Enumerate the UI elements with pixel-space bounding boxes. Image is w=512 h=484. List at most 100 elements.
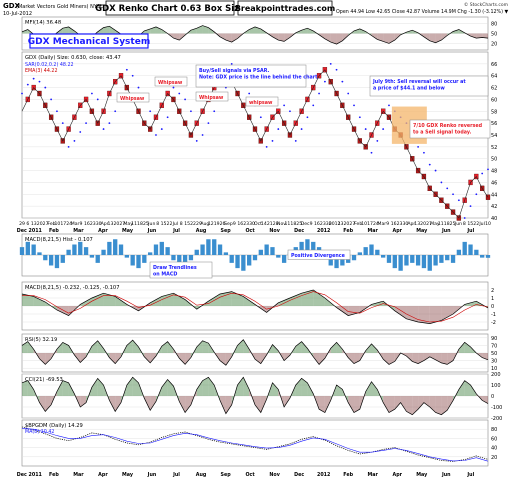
- price-x-tick-label: 23: [90, 221, 96, 227]
- psar-dot: [376, 140, 379, 142]
- psar-dot: [388, 104, 390, 107]
- psar-dot: [265, 145, 268, 148]
- bottom-month-label: Nov: [269, 472, 280, 478]
- mfi-fill: [62, 26, 69, 34]
- psar-dot: [96, 98, 99, 101]
- cci-fill: [435, 396, 442, 415]
- mfi-fill: [453, 29, 459, 34]
- mfi-fill: [470, 33, 477, 39]
- annotation-text: Whipsaw: [120, 96, 145, 102]
- price-x-tick-label: 16: [84, 221, 90, 227]
- cci-label: CCI(21) -69.53: [25, 377, 63, 383]
- price-x-tick-label: 30: [96, 221, 102, 227]
- macd-histogram-bar: [200, 244, 205, 255]
- macd-histogram-bar: [380, 255, 386, 258]
- macd-annotation-box: [287, 249, 351, 260]
- macd-histogram-bar: [415, 255, 421, 266]
- price-tick-label: 52: [491, 145, 497, 151]
- psar-dot: [131, 74, 134, 77]
- annotation-box: [245, 96, 279, 107]
- macd-histogram-bar: [241, 255, 246, 271]
- rsi-fill: [161, 341, 168, 353]
- rsi-fill: [243, 339, 250, 353]
- price-x-tick-label: 13: [414, 221, 420, 227]
- psar-dot: [213, 110, 216, 113]
- annotation-text: to a Sell signal today.: [413, 130, 472, 136]
- price-month-label: Sep: [220, 228, 231, 234]
- annotation-text: 7/10 GDX Renko reversed: [413, 123, 483, 129]
- rsi-tick-label: 50: [491, 351, 497, 357]
- psar-dot: [294, 140, 297, 142]
- price-x-tick-label: 25: [143, 221, 149, 227]
- mfi-tick-label: 20: [491, 41, 497, 47]
- annotation-box: [195, 91, 229, 102]
- macd-fill: [208, 294, 221, 306]
- cci-fill: [161, 379, 168, 396]
- mfi-series-line: [21, 25, 489, 45]
- macd-histogram-bar: [299, 241, 304, 255]
- cci-fill: [27, 380, 34, 396]
- macd-fill: [418, 306, 430, 324]
- psar-dot: [73, 140, 76, 142]
- macd-series-line: [22, 291, 489, 323]
- annotation-box: [195, 64, 307, 88]
- price-tick-label: 60: [491, 97, 497, 103]
- price-x-tick-label: 14: [261, 221, 267, 227]
- price-x-tick-label: 27: [119, 221, 125, 227]
- price-x-tick-label: 30: [249, 221, 255, 227]
- macd-histogram-bar: [212, 239, 217, 255]
- rsi-fill: [132, 340, 139, 353]
- psar-dot: [137, 86, 140, 89]
- rsi-fill: [383, 353, 389, 365]
- mfi-fill: [330, 33, 337, 45]
- cci-fill: [464, 380, 471, 396]
- cci-fill: [220, 396, 226, 414]
- psar-dot: [289, 110, 291, 113]
- price-x-tick-label: May: [430, 221, 440, 227]
- macd-histogram-bar: [19, 247, 25, 255]
- macd-histogram-bar: [107, 241, 112, 255]
- macd-histogram-bar: [276, 255, 281, 258]
- site-box: [237, 0, 333, 16]
- mfi-fill: [354, 28, 360, 34]
- psar-dot: [417, 145, 419, 148]
- rsi-fill: [39, 353, 46, 365]
- psar-dot: [149, 110, 152, 113]
- macd-histogram-bar: [433, 255, 438, 266]
- rsi-fill: [167, 341, 174, 353]
- price-x-tick-label: 20: [113, 221, 119, 227]
- price-x-tick-label: Nov: [277, 221, 286, 227]
- mfi-fill: [231, 33, 238, 43]
- price-tick-label: 54: [491, 133, 497, 139]
- cci-tick-label: 0: [491, 394, 494, 400]
- rsi-fill: [458, 342, 465, 353]
- price-x-tick-label: 9: [386, 221, 389, 227]
- bottom-month-label: Apr: [392, 472, 402, 478]
- price-x-tick-label: 27: [349, 221, 355, 227]
- macd-histogram-bar: [258, 249, 263, 255]
- cci-fill: [132, 377, 139, 396]
- cci-fill: [202, 377, 209, 396]
- cci-fill: [482, 396, 488, 404]
- macd-label: MACD(8,21,5) -0.232, -0.125, -0.107: [25, 285, 120, 291]
- macd-histogram-bar: [188, 255, 194, 261]
- cci-tick-label: -200: [491, 416, 502, 422]
- psar-dot: [475, 193, 478, 196]
- price-line: [21, 69, 489, 219]
- macd-histogram-bar: [89, 255, 95, 258]
- cci-fill: [115, 396, 122, 412]
- rsi-fill: [284, 353, 290, 361]
- macd-histogram-bar: [66, 249, 71, 255]
- rsi-series-line: [21, 339, 489, 366]
- psar-dot: [277, 128, 280, 130]
- price-x-tick-label: Aug: [200, 221, 209, 227]
- macd-histogram-bar: [410, 255, 415, 263]
- macd-histogram-bar: [351, 255, 357, 261]
- bottom-month-label: Feb: [49, 472, 59, 478]
- bottom-month-label: May: [122, 472, 134, 478]
- price-x-tick-label: 10: [485, 221, 491, 227]
- mfi-fill: [429, 33, 436, 43]
- annotation-text: Buy/Sell signals via PSAR.: [199, 68, 270, 74]
- macd-histogram-bar: [468, 244, 473, 255]
- -bpgdm-tick-label: 60: [491, 436, 497, 442]
